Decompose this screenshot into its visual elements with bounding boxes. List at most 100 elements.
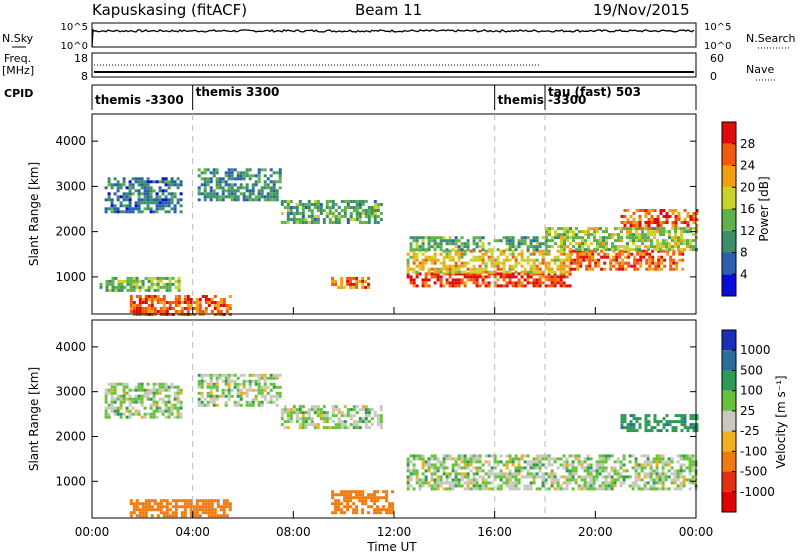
nsearch-tick-bottom: 10^0 bbox=[704, 41, 731, 52]
heatmap-cell bbox=[424, 475, 428, 479]
heatmap-cell bbox=[639, 255, 643, 259]
heatmap-cell bbox=[222, 508, 226, 512]
heatmap-cell bbox=[310, 423, 314, 427]
heatmap-cell bbox=[283, 405, 287, 409]
heatmap-cell bbox=[475, 258, 479, 262]
heatmap-cell bbox=[643, 487, 647, 491]
heatmap-cell bbox=[562, 284, 566, 288]
heatmap-cell bbox=[367, 408, 371, 412]
heatmap-cell bbox=[116, 186, 120, 190]
heatmap-cell bbox=[505, 460, 509, 464]
heatmap-cell bbox=[597, 252, 601, 256]
heatmap-cell bbox=[433, 270, 437, 274]
heatmap-cell bbox=[646, 463, 650, 467]
heatmap-cell bbox=[582, 258, 586, 262]
heatmap-cell bbox=[547, 270, 551, 274]
heatmap-cell bbox=[632, 423, 636, 427]
heatmap-cell bbox=[197, 189, 201, 193]
heatmap-cell bbox=[457, 281, 461, 285]
time-axis: 00:00 04:00 08:00 12:00 16:00 20:00 00:00 bbox=[75, 307, 713, 539]
heatmap-cell bbox=[475, 270, 479, 274]
heatmap-cell bbox=[203, 177, 207, 181]
heatmap-cell bbox=[409, 469, 413, 473]
velocity-heatmap bbox=[104, 373, 699, 518]
heatmap-cell bbox=[254, 195, 258, 199]
heatmap-cell bbox=[490, 261, 494, 265]
heatmap-cell bbox=[209, 400, 213, 404]
heatmap-cell bbox=[412, 267, 416, 271]
heatmap-cell bbox=[415, 242, 419, 246]
heatmap-cell bbox=[553, 261, 557, 265]
heatmap-cell bbox=[613, 472, 617, 476]
heatmap-cell bbox=[322, 414, 326, 418]
heatmap-cell bbox=[125, 385, 129, 389]
heatmap-cell bbox=[227, 397, 231, 401]
heatmap-cell bbox=[499, 252, 503, 256]
heatmap-cell bbox=[535, 457, 539, 461]
heatmap-cell bbox=[648, 252, 652, 256]
heatmap-cell bbox=[550, 457, 554, 461]
heatmap-cell bbox=[436, 460, 440, 464]
heatmap-cell bbox=[553, 475, 557, 479]
heatmap-cell bbox=[171, 505, 175, 509]
y-tick-label: 4000 bbox=[55, 340, 86, 354]
heatmap-cell bbox=[104, 391, 108, 395]
heatmap-cell bbox=[349, 285, 353, 289]
heatmap-cell bbox=[545, 236, 548, 240]
heatmap-cell bbox=[553, 284, 557, 288]
heatmap-cell bbox=[418, 261, 422, 265]
heatmap-cell bbox=[177, 285, 181, 289]
heatmap-cell bbox=[177, 295, 181, 298]
heatmap-cell bbox=[379, 423, 383, 427]
heatmap-cell bbox=[626, 218, 630, 221]
heatmap-cell bbox=[331, 496, 335, 500]
heatmap-cell bbox=[674, 227, 677, 231]
heatmap-cell bbox=[406, 264, 410, 268]
heatmap-cell bbox=[134, 412, 138, 416]
heatmap-cell bbox=[418, 245, 422, 249]
heatmap-cell bbox=[475, 242, 479, 246]
heatmap-cell bbox=[619, 472, 623, 476]
heatmap-cell bbox=[174, 514, 178, 518]
heatmap-cell bbox=[661, 484, 665, 488]
heatmap-cell bbox=[545, 227, 548, 231]
heatmap-cell bbox=[412, 258, 416, 262]
heatmap-cell bbox=[257, 376, 261, 380]
heatmap-cell bbox=[472, 242, 476, 246]
heatmap-cell bbox=[499, 472, 503, 476]
heatmap-cell bbox=[433, 252, 437, 256]
heatmap-cell bbox=[448, 242, 452, 246]
heatmap-cell bbox=[189, 508, 193, 512]
heatmap-cell bbox=[674, 233, 677, 237]
heatmap-cell bbox=[137, 400, 141, 404]
heatmap-cell bbox=[566, 245, 569, 249]
heatmap-cell bbox=[526, 469, 530, 473]
heatmap-cell bbox=[122, 382, 126, 386]
heatmap-cell bbox=[183, 301, 187, 304]
heatmap-cell bbox=[361, 420, 365, 424]
heatmap-cell bbox=[113, 397, 117, 401]
heatmap-cell bbox=[113, 400, 117, 404]
heatmap-cell bbox=[682, 484, 686, 488]
heatmap-cell bbox=[660, 249, 664, 253]
heatmap-cell bbox=[272, 192, 276, 196]
heatmap-cell bbox=[643, 463, 647, 467]
heatmap-cell bbox=[189, 304, 193, 307]
heatmap-cell bbox=[481, 278, 485, 282]
heatmap-cell bbox=[688, 472, 692, 476]
heatmap-cell bbox=[628, 460, 632, 464]
heatmap-cell bbox=[535, 242, 539, 246]
heatmap-cell bbox=[236, 394, 240, 398]
heatmap-cell bbox=[472, 481, 476, 485]
heatmap-cell bbox=[611, 233, 614, 237]
heatmap-cell bbox=[162, 304, 166, 307]
heatmap-cell bbox=[622, 475, 626, 479]
heatmap-cell bbox=[608, 248, 611, 252]
heatmap-cell bbox=[508, 239, 512, 243]
heatmap-cell bbox=[164, 394, 168, 398]
heatmap-cell bbox=[691, 478, 695, 482]
heatmap-cell bbox=[436, 278, 440, 282]
heatmap-cell bbox=[376, 203, 380, 206]
heatmap-cell bbox=[586, 466, 590, 470]
heatmap-cell bbox=[472, 484, 476, 488]
